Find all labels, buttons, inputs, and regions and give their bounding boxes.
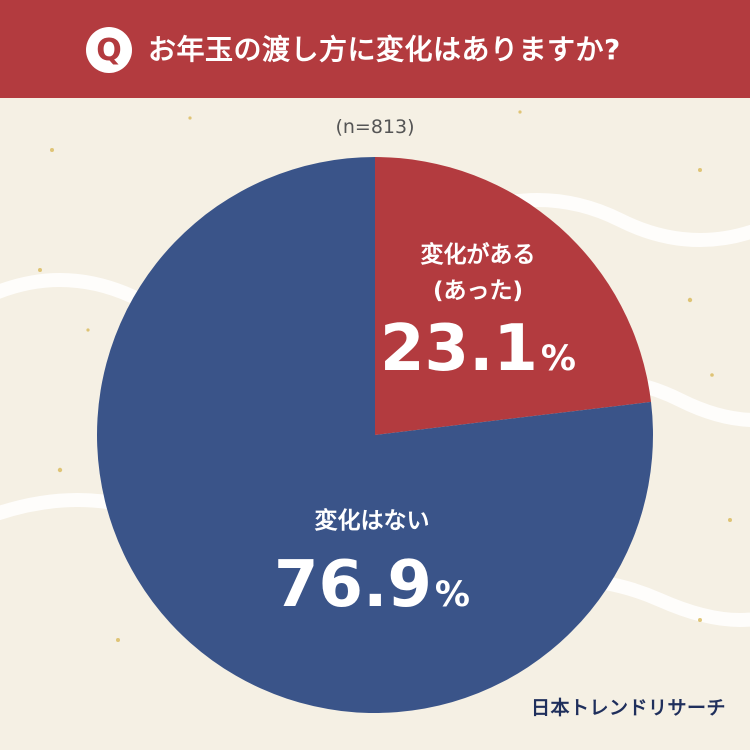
slice-label-0-0: 変化がある [421,241,536,268]
brand-logo: 日本トレンドリサーチ [530,697,726,719]
slice-percent-0: 23.1% [380,312,576,386]
slice-percent-1: 76.9% [274,548,470,622]
pie-slice-unchanged [96,157,653,714]
slice-label-0-1: (あった) [433,278,523,304]
sample-size: (n=813) [335,116,415,138]
pie-slice-changed [375,157,652,435]
question-header: Q お年玉の渡し方に変化はありますか? [0,0,750,98]
slice-label-1-0: 変化はない [315,507,430,534]
question-badge: Q [86,27,132,73]
question-title: お年玉の渡し方に変化はありますか? [148,33,621,66]
